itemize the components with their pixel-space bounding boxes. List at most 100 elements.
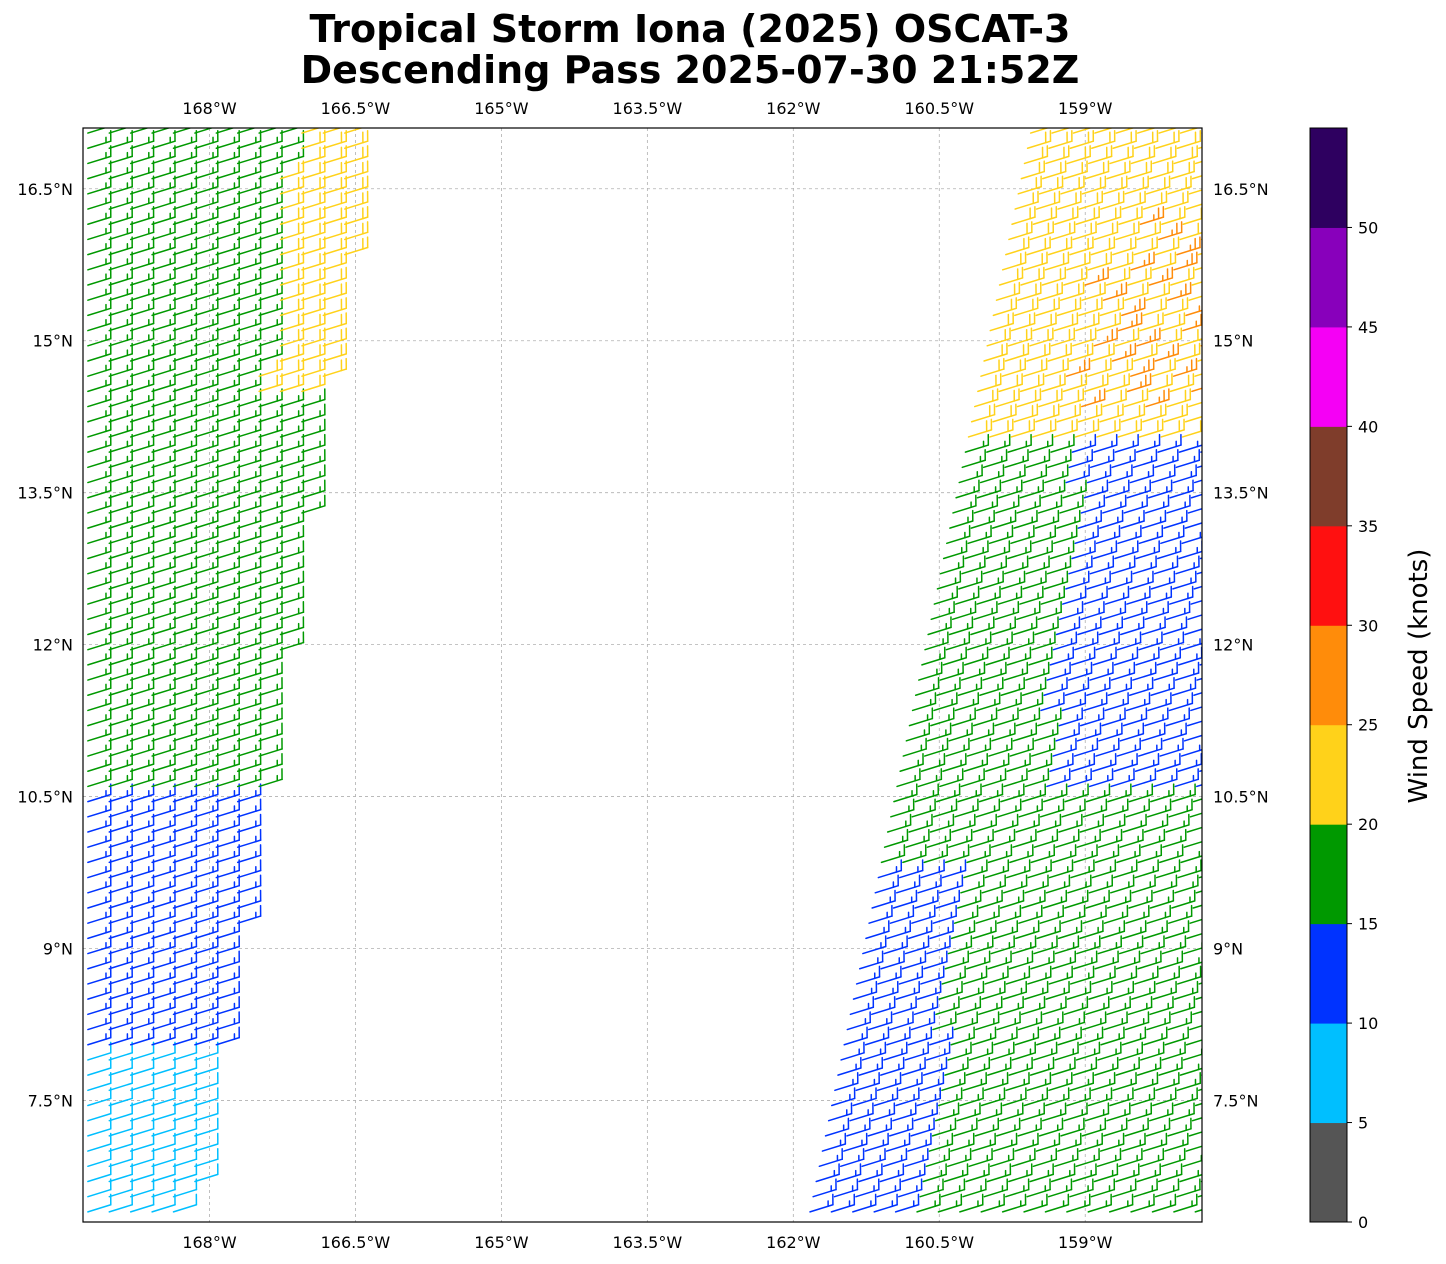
wind-barb xyxy=(129,874,155,894)
wind-barb xyxy=(1054,935,1080,955)
wind-barb xyxy=(236,297,262,317)
wind-barb xyxy=(108,1011,133,1031)
wind-barb xyxy=(992,297,1018,317)
wind-barb xyxy=(1012,722,1038,742)
wind-barb xyxy=(1101,601,1127,621)
wind-barb xyxy=(1048,129,1073,150)
wind-barb xyxy=(87,965,112,985)
wind-barb xyxy=(108,418,133,438)
wind-barb xyxy=(911,904,936,924)
wind-barb xyxy=(279,357,305,377)
wind-barb xyxy=(258,570,283,590)
wind-barb xyxy=(1162,828,1187,848)
wind-barb xyxy=(151,297,176,317)
wind-barb xyxy=(108,221,133,241)
wind-barb xyxy=(129,798,155,818)
wind-barb xyxy=(1023,357,1048,377)
wind-barb xyxy=(172,616,198,636)
wind-barb xyxy=(1180,850,1202,864)
wind-barb xyxy=(108,904,133,924)
wind-barb xyxy=(973,601,998,621)
wind-barb xyxy=(971,1026,997,1046)
wind-barb xyxy=(108,1026,133,1046)
wind-barb xyxy=(1070,752,1096,772)
wind-barb xyxy=(215,844,240,864)
wind-barb xyxy=(172,920,198,940)
wind-barb xyxy=(996,1011,1021,1031)
wind-barb xyxy=(981,980,1006,1000)
wind-barb xyxy=(1167,1117,1192,1137)
wind-barb xyxy=(1179,1169,1202,1183)
wind-barb xyxy=(1184,415,1202,423)
wind-barb xyxy=(1024,874,1049,894)
colorbar-segment xyxy=(1310,923,1347,1024)
wind-barb xyxy=(87,388,112,408)
wind-barb xyxy=(951,707,976,727)
wind-barb xyxy=(194,1041,219,1061)
wind-barb xyxy=(172,722,198,742)
wind-barb xyxy=(1188,401,1202,408)
wind-barb xyxy=(1035,190,1061,210)
wind-barb xyxy=(172,585,198,605)
wind-barb xyxy=(1124,175,1149,195)
wind-barb xyxy=(258,327,283,347)
wind-barb xyxy=(108,449,133,469)
wind-barb xyxy=(1172,570,1197,590)
wind-barb xyxy=(1051,950,1077,970)
wind-barb xyxy=(942,646,967,666)
wind-barb xyxy=(1174,661,1200,681)
wind-barb xyxy=(129,996,155,1016)
wind-barb xyxy=(1064,889,1089,909)
wind-barb xyxy=(108,585,133,605)
wind-barb xyxy=(108,525,133,545)
wind-barb xyxy=(1085,996,1110,1016)
wind-barb xyxy=(949,509,974,529)
wind-barb xyxy=(996,1117,1021,1137)
wind-barb xyxy=(194,129,219,150)
wind-barb xyxy=(236,631,262,651)
wind-barb xyxy=(108,980,133,1000)
wind-barb xyxy=(973,494,999,514)
wind-barb xyxy=(236,266,262,286)
wind-barb xyxy=(1099,297,1125,317)
wind-barb xyxy=(1155,1072,1180,1092)
wind-barb xyxy=(1036,1026,1061,1046)
wind-barb xyxy=(1052,631,1078,651)
wind-barb xyxy=(1040,479,1066,499)
wind-barb xyxy=(236,509,262,529)
wind-barb xyxy=(978,783,1004,803)
wind-barb xyxy=(1138,525,1164,545)
wind-barb xyxy=(1045,980,1070,1000)
wind-barb xyxy=(969,722,995,742)
wind-barb xyxy=(1117,525,1142,545)
wind-barb xyxy=(1079,707,1105,727)
wind-barb xyxy=(215,190,240,210)
wind-barb xyxy=(1177,752,1202,772)
wind-barb xyxy=(986,327,1011,347)
wind-barb xyxy=(916,1087,942,1107)
wind-barb xyxy=(861,1041,887,1061)
wind-barb xyxy=(1151,464,1176,484)
wind-barb xyxy=(87,221,112,241)
wind-barb xyxy=(279,494,305,514)
wind-barb xyxy=(258,601,283,621)
wind-barb xyxy=(1000,676,1025,697)
wind-barb xyxy=(236,768,262,788)
wind-barb xyxy=(1124,281,1149,301)
wind-barb xyxy=(1096,205,1122,225)
wind-barb xyxy=(1069,129,1095,150)
wind-barb xyxy=(129,540,155,560)
wind-barb xyxy=(1012,616,1038,636)
wind-barb xyxy=(151,266,176,286)
wind-barb xyxy=(1190,493,1202,499)
wind-barb xyxy=(279,525,305,545)
wind-barb xyxy=(1026,129,1052,150)
wind-barb xyxy=(1169,373,1195,393)
wind-barb xyxy=(938,980,963,1000)
wind-barb xyxy=(1054,1148,1079,1168)
wind-barb xyxy=(172,783,198,803)
wind-barb xyxy=(1051,844,1077,864)
wind-barb xyxy=(1121,1026,1147,1046)
wind-barb xyxy=(343,145,369,165)
wind-barb xyxy=(1095,737,1120,757)
